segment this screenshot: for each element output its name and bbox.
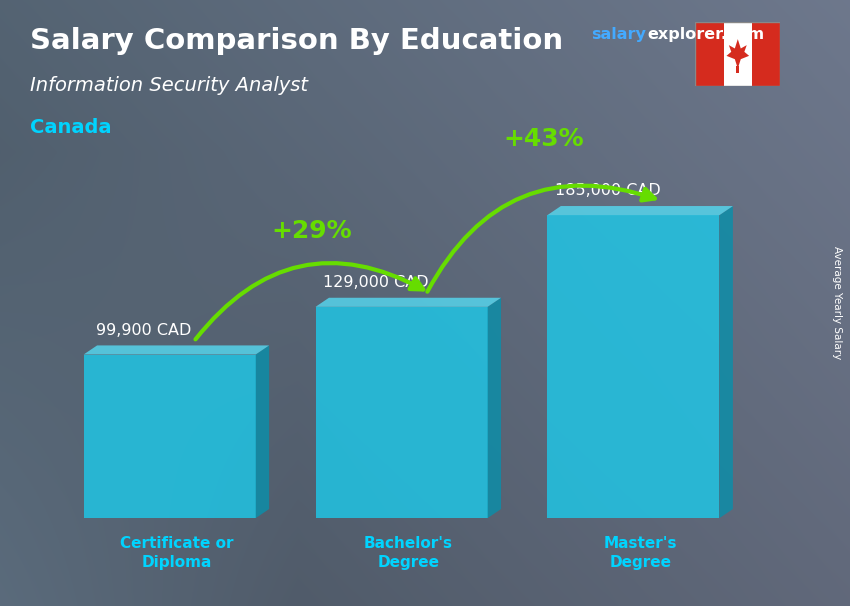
Text: Master's
Degree: Master's Degree	[604, 536, 677, 570]
Text: Bachelor's
Degree: Bachelor's Degree	[364, 536, 453, 570]
Bar	[736, 65, 740, 73]
Text: salary: salary	[591, 27, 646, 42]
Polygon shape	[727, 39, 749, 68]
Polygon shape	[547, 215, 719, 518]
Text: explorer.com: explorer.com	[648, 27, 765, 42]
Polygon shape	[488, 298, 501, 518]
Polygon shape	[547, 206, 733, 215]
Polygon shape	[83, 345, 269, 355]
Text: +43%: +43%	[503, 127, 584, 152]
Text: Canada: Canada	[30, 118, 111, 137]
Text: 185,000 CAD: 185,000 CAD	[555, 184, 660, 199]
Polygon shape	[315, 298, 501, 307]
Bar	[723, 22, 752, 86]
Polygon shape	[83, 355, 256, 518]
Text: Information Security Analyst: Information Security Analyst	[30, 76, 308, 95]
Text: 99,900 CAD: 99,900 CAD	[96, 323, 191, 338]
Text: Certificate or
Diploma: Certificate or Diploma	[120, 536, 233, 570]
Text: Salary Comparison By Education: Salary Comparison By Education	[30, 27, 563, 55]
Bar	[752, 22, 780, 86]
Polygon shape	[315, 307, 488, 518]
Text: 129,000 CAD: 129,000 CAD	[323, 275, 428, 290]
Polygon shape	[256, 345, 269, 518]
Polygon shape	[719, 206, 733, 518]
Text: Average Yearly Salary: Average Yearly Salary	[832, 247, 842, 359]
Text: +29%: +29%	[271, 219, 352, 243]
Bar	[695, 22, 723, 86]
